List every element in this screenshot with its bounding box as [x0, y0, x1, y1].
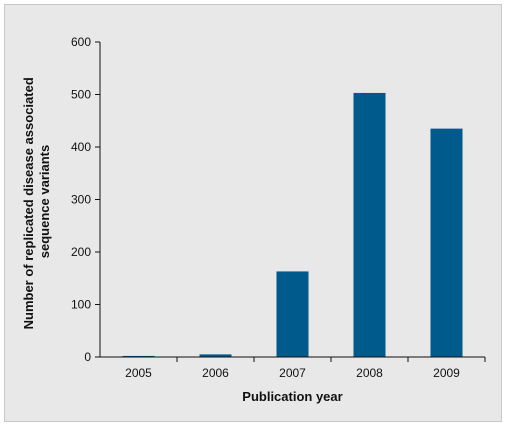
- chart-panel: 0 100 200 300 400 500 600 2005 2006 2007 2008 2009…: [4, 4, 502, 422]
- x-tick-label: 2006: [202, 366, 229, 380]
- bar-2006: [199, 354, 232, 357]
- y-axis-title-line-1: Number of replicated disease associated: [21, 77, 36, 329]
- bar-2008: [353, 92, 386, 358]
- y-tick-label: 100: [71, 298, 91, 312]
- bar-2007: [276, 271, 309, 357]
- x-axis-title: Publication year: [242, 389, 342, 404]
- bar-chart: 0 100 200 300 400 500 600 2005 2006 2007 2008 2009…: [21, 35, 486, 404]
- y-tick-label: 500: [71, 88, 91, 102]
- bars: [122, 92, 463, 358]
- y-tick-label: 300: [71, 193, 91, 207]
- y-tick-label: 0: [84, 350, 91, 364]
- y-tick-label: 600: [71, 35, 91, 49]
- y-axis-ticks: 0 100 200 300 400 500 600: [71, 35, 100, 364]
- x-axis-ticks: 2005 2006 2007 2008 2009: [125, 357, 486, 380]
- y-axis-title: Number of replicated disease associated …: [21, 74, 52, 330]
- y-tick-label: 200: [71, 245, 91, 259]
- x-tick-label: 2007: [279, 366, 306, 380]
- y-axis-title-line-2: sequence variants: [37, 145, 52, 258]
- x-tick-label: 2005: [125, 366, 152, 380]
- bar-2009: [430, 128, 463, 357]
- y-tick-label: 400: [71, 140, 91, 154]
- x-tick-label: 2009: [433, 366, 460, 380]
- x-tick-label: 2008: [356, 366, 383, 380]
